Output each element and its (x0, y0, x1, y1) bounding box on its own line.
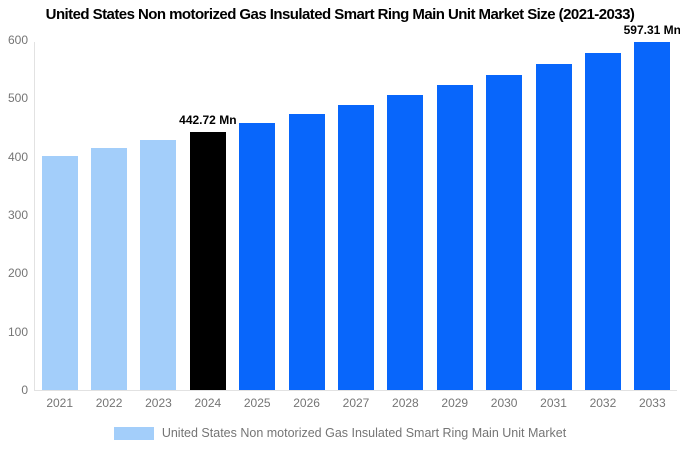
legend-label: United States Non motorized Gas Insulate… (161, 426, 567, 440)
bar-2031 (535, 63, 572, 390)
x-tick-2032: 2032 (589, 396, 617, 410)
bar-2033 (634, 41, 671, 390)
bar-2027 (338, 104, 374, 390)
bar-2023 (140, 140, 177, 390)
bar-2028 (387, 94, 424, 390)
x-axis-line (34, 390, 677, 391)
bar-2029 (436, 84, 473, 390)
x-tick-2025: 2025 (243, 396, 271, 410)
x-tick-2033: 2033 (638, 396, 666, 410)
bar-2032 (584, 52, 621, 390)
chart-title: United States Non motorized Gas Insulate… (45, 6, 635, 23)
legend-swatch-icon (113, 426, 154, 440)
y-tick-300: 300 (7, 208, 28, 222)
bar-2024 (189, 131, 226, 390)
y-axis-line (34, 42, 35, 390)
y-tick-0: 0 (21, 383, 28, 397)
x-tick-2022: 2022 (95, 396, 123, 410)
x-tick-2028: 2028 (392, 396, 419, 410)
x-tick-2029: 2029 (441, 396, 469, 410)
value-label-2024: 442.72 Mn (179, 112, 237, 127)
y-tick-200: 200 (7, 266, 28, 281)
x-tick-2021: 2021 (46, 396, 74, 410)
bar-2022 (91, 148, 128, 390)
bar-2021 (41, 156, 78, 390)
value-label-2033: 597.31 Mn (623, 22, 680, 37)
x-tick-2023: 2023 (145, 396, 172, 410)
x-tick-2027: 2027 (342, 396, 370, 410)
y-tick-500: 500 (7, 91, 28, 106)
x-tick-2024: 2024 (194, 396, 222, 410)
x-tick-2026: 2026 (293, 396, 320, 410)
bar-2025 (239, 123, 276, 390)
x-tick-2031: 2031 (540, 396, 567, 410)
y-tick-600: 600 (7, 33, 28, 47)
y-tick-100: 100 (7, 324, 28, 339)
legend: United States Non motorized Gas Insulate… (0, 426, 680, 440)
bar-2030 (486, 74, 523, 390)
x-tick-2030: 2030 (490, 396, 518, 410)
y-tick-400: 400 (7, 149, 28, 164)
bar-2026 (288, 113, 325, 390)
